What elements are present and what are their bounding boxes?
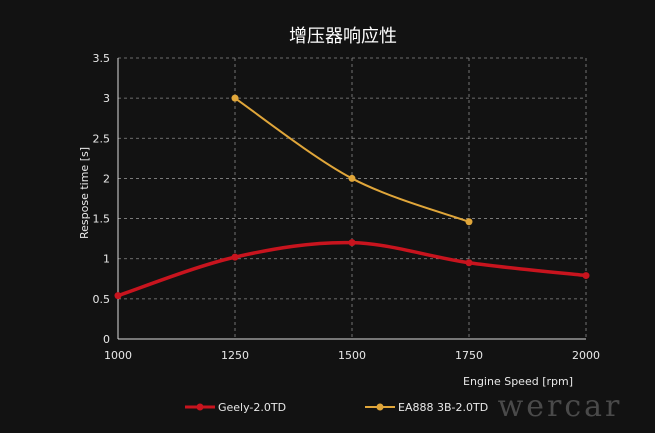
data-point <box>348 239 356 247</box>
chart-title: 增压器响应性 <box>289 26 397 47</box>
legend-item: EA888 3B-2.0TD <box>365 401 488 414</box>
legend-swatch-marker <box>196 403 204 411</box>
x-tick-label: 1500 <box>338 349 366 362</box>
x-tick-label: 1250 <box>221 349 249 362</box>
data-point <box>231 253 239 261</box>
legend-label: EA888 3B-2.0TD <box>398 401 488 414</box>
x-tick-label: 1750 <box>455 349 483 362</box>
series-2 <box>231 94 473 226</box>
data-point <box>348 174 356 182</box>
y-tick-label: 0 <box>103 333 110 346</box>
legend-label: Geely-2.0TD <box>218 401 286 414</box>
tick-labels: 0 0.5 1 1.5 2 2.5 3 3.5 1000 1250 1500 1750 2000 <box>93 52 601 362</box>
series-1 <box>114 239 590 300</box>
data-point <box>465 259 473 267</box>
y-axis-title: Respose time [s] <box>78 147 91 239</box>
data-point <box>114 292 122 300</box>
legend: Geely-2.0TD EA888 3B-2.0TD <box>185 401 488 414</box>
watermark: wercar <box>498 389 623 424</box>
y-tick-label: 0.5 <box>93 293 111 306</box>
legend-swatch-marker <box>376 403 384 411</box>
data-point <box>582 272 590 280</box>
y-tick-label: 3.5 <box>93 52 111 65</box>
data-point <box>231 94 239 102</box>
data-point <box>465 218 473 226</box>
x-axis-title: Engine Speed [rpm] <box>463 375 573 388</box>
legend-item: Geely-2.0TD <box>185 401 286 414</box>
y-tick-label: 2.5 <box>93 132 111 145</box>
y-tick-label: 1 <box>103 253 110 266</box>
grid-lines <box>118 57 587 339</box>
x-tick-label: 2000 <box>572 349 600 362</box>
y-tick-label: 2 <box>103 172 110 185</box>
y-tick-label: 1.5 <box>93 213 111 226</box>
y-tick-label: 3 <box>103 92 110 105</box>
series <box>114 94 590 300</box>
x-tick-label: 1000 <box>104 349 132 362</box>
